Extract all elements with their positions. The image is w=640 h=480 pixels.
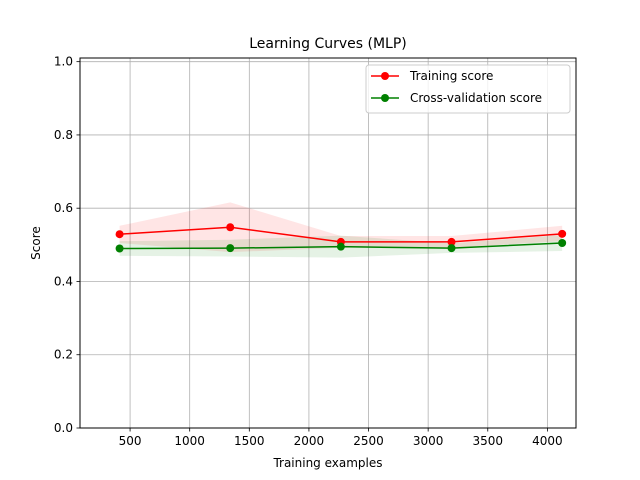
cv-score-point	[447, 244, 456, 253]
y-tick-label: 0.4	[54, 274, 73, 288]
y-tick-label: 0.6	[54, 201, 73, 215]
x-tick-label: 2000	[294, 434, 325, 448]
training-score-point	[558, 229, 567, 238]
x-tick-label: 1500	[234, 434, 265, 448]
x-tick-label: 2500	[353, 434, 384, 448]
x-tick-label: 1000	[174, 434, 205, 448]
cv-score-point	[558, 239, 567, 247]
plot-area	[80, 58, 576, 428]
legend-training-label: Training score	[409, 69, 493, 83]
y-tick-label: 0.8	[54, 128, 73, 142]
legend-cv-marker	[381, 94, 389, 102]
legend: Training score Cross-validation score	[365, 64, 571, 114]
y-tick-label: 0.2	[54, 348, 73, 362]
cv-score-point	[226, 244, 235, 253]
legend-cv-label: Cross-validation score	[410, 91, 542, 105]
x-tick-label: 4000	[532, 434, 563, 448]
x-axis-label: Training examples	[272, 456, 382, 470]
training-score-point	[447, 237, 456, 246]
y-tick-label: 1.0	[54, 55, 73, 69]
training-score-point	[115, 230, 124, 239]
y-axis-label: Score	[29, 226, 43, 260]
x-tick-label: 500	[119, 434, 142, 448]
x-tick-label: 3000	[413, 434, 444, 448]
cv-score-point	[336, 242, 345, 251]
legend-box	[365, 64, 571, 114]
x-axis-ticks: 500 1000 1500 2000 2500 3000 3500 4000	[119, 428, 563, 448]
plot-frame	[79, 57, 577, 429]
chart-title: Learning Curves (MLP)	[249, 36, 407, 52]
cv-score-point	[115, 244, 124, 253]
y-axis-ticks: 0.0 0.2 0.4 0.6 0.8 1.0	[54, 55, 80, 435]
training-score-point	[226, 223, 235, 232]
series-markers	[115, 223, 567, 253]
y-tick-label: 0.0	[54, 421, 73, 435]
legend-training-marker	[381, 72, 389, 80]
x-tick-label: 3500	[472, 434, 503, 448]
